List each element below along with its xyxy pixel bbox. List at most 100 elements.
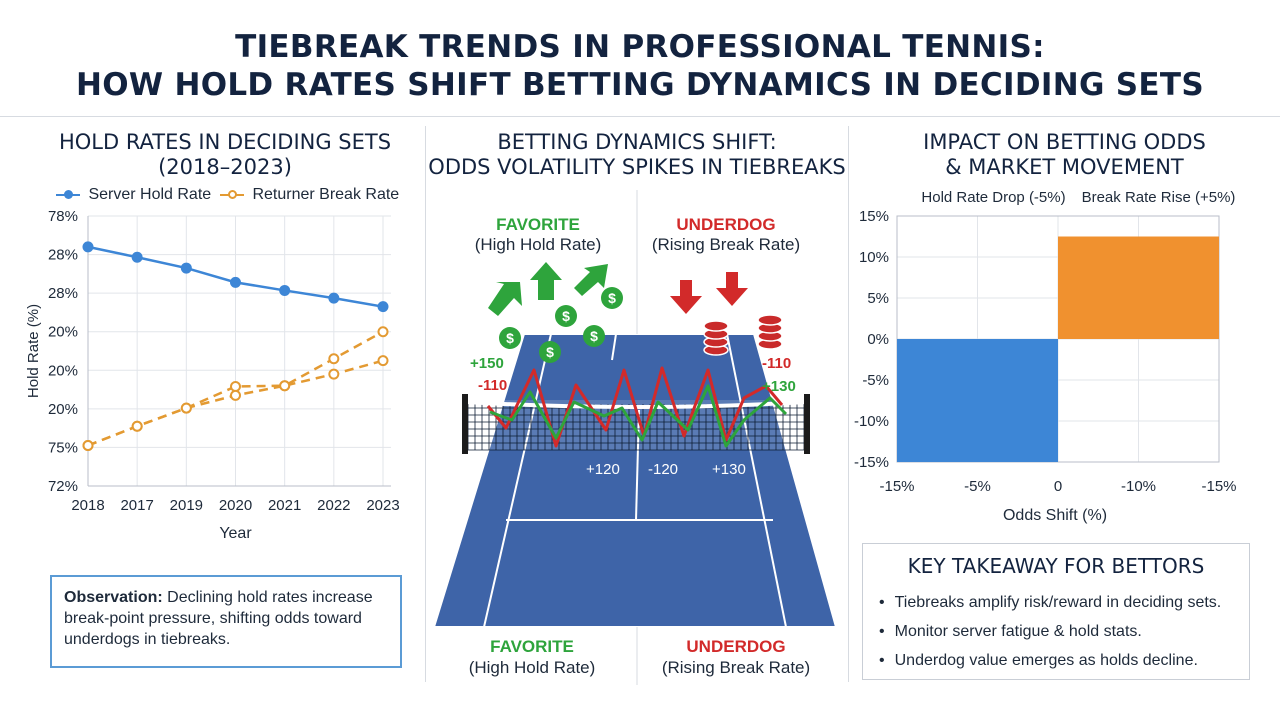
x-tick-label: -5% [964,478,991,495]
x-tick-label: 2022 [317,497,350,514]
top-favorite-sub: (High Hold Rate) [475,235,602,254]
main-title-line2: HOW HOLD RATES SHIFT BETTING DYNAMICS IN… [76,67,1204,103]
series-point [230,380,241,392]
series-point [279,380,291,392]
left-panel-title-line1: HOLD RATES IN DECIDING SETS [58,130,392,154]
y-axis-label: Hold Rate (%) [25,304,42,398]
odds-label: +120 [586,461,620,478]
x-tick-label: 2017 [120,497,153,514]
y-tick-label: 5% [867,290,889,307]
x-axis-label: Odds Shift (%) [1003,507,1107,524]
left-panel-title: HOLD RATES IN DECIDING SETS (2018–2023) [20,130,430,180]
takeaway-item: Underdog value emerges as holds decline. [879,646,1249,675]
svg-text:$: $ [562,308,570,324]
odds-label: +130 [712,461,746,478]
svg-text:$: $ [608,290,616,306]
legend-server-hold-label: Server Hold Rate [88,186,212,203]
y-tick-label: 20% [48,324,78,341]
bottom-favorite-sub: (High Hold Rate) [469,658,596,677]
dollar-icons: $ $ $ $ $ [499,287,623,363]
svg-text:$: $ [546,344,554,360]
y-tick-label: -15% [854,454,889,471]
legend-returner-break: Returner Break Rate [220,186,399,204]
series-point [180,262,192,274]
y-tick-label: 20% [48,401,78,418]
y-tick-label: 72% [48,478,78,495]
x-tick-label: 2018 [71,497,104,514]
y-tick-label: 20% [48,362,78,379]
odds-label: +130 [762,378,796,395]
y-tick-label: 10% [859,249,889,266]
bar-break-rate-rise [1058,236,1219,339]
y-tick-label: -5% [862,372,889,389]
top-favorite-label: FAVORITE [496,215,580,234]
middle-panel-title: BETTING DYNAMICS SHIFT: ODDS VOLATILITY … [426,130,848,180]
series-point [328,368,340,380]
main-title-line1: TIEBREAK TRENDS IN PROFESSIONAL TENNIS: [235,29,1045,65]
takeaway-item: Monitor server fatigue & hold stats. [879,617,1249,646]
series-point [377,301,389,313]
title-divider [0,116,1280,117]
series-point [377,326,389,338]
x-tick-label: 2023 [366,497,399,514]
odds-label: +150 [470,355,504,372]
up-arrow-icon [574,264,608,296]
x-axis-label: Year [219,525,252,542]
left-panel-title-line2: (2018–2023) [158,155,292,179]
series-point [377,355,389,367]
series-point [230,276,241,288]
x-tick-label: -15% [1201,478,1236,495]
series-point [279,284,291,296]
y-tick-label: 0% [867,331,889,348]
x-tick-label: 2019 [170,497,203,514]
legend-returner-break-swatch [220,189,244,199]
legend-returner-break-label: Returner Break Rate [252,186,400,203]
right-panel-title-line1: IMPACT ON BETTING ODDS [923,130,1206,154]
odds-labels: +150 -110 -110 +130 +120 -120 +130 [470,355,796,478]
observation-label: Observation: [64,589,163,606]
series-point [180,402,192,414]
y-tick-label: 15% [859,208,889,225]
right-panel-title: IMPACT ON BETTING ODDS & MARKET MOVEMENT [849,130,1280,180]
legend-server-hold: Server Hold Rate [56,186,211,204]
up-arrow-icon [530,262,562,300]
y-tick-label: 28% [48,285,78,302]
series-point [131,251,143,263]
court-lines [432,333,838,628]
legend-server-hold-swatch [56,189,80,199]
takeaway-item: Tiebreaks amplify risk/reward in decidin… [879,588,1249,617]
main-title: TIEBREAK TRENDS IN PROFESSIONAL TENNIS: … [0,28,1280,104]
bottom-underdog-sub: (Rising Break Rate) [662,658,810,677]
series-point [131,420,143,432]
top-underdog-sub: (Rising Break Rate) [652,235,800,254]
observation-text: Declining hold rates increase break-poin… [64,589,373,648]
down-arrow-icon [670,280,702,314]
bar-hold-rate-drop [897,339,1058,462]
odds-shift-bar-chart: 15% 10% 5% 0% -5% -10% -15% -15% -5% 0 -10% -15% Odd… [854,189,1237,524]
odds-label: -110 [762,355,791,372]
y-tick-label: 28% [48,247,78,264]
x-tick-label: 0 [1054,478,1062,495]
y-tick-label: 78% [48,208,78,225]
x-tick-label: -10% [1121,478,1156,495]
svg-text:$: $ [590,328,598,344]
middle-panel-title-line1: BETTING DYNAMICS SHIFT: [497,130,777,154]
down-arrow-icon [716,272,748,306]
x-tick-label: 2020 [219,497,252,514]
tennis-net [462,394,810,454]
y-tick-label: 75% [48,439,78,456]
series-point [230,389,241,401]
favorite-odds-line [489,384,788,448]
odds-label: -120 [648,461,678,478]
y-tick-label: -10% [854,413,889,430]
coin-stack-icons [703,314,783,356]
bar-label-hold-rate-drop: Hold Rate Drop (-5%) [921,189,1065,206]
line-chart-grid [87,215,391,487]
bottom-underdog-label: UNDERDOG [686,637,785,656]
middle-panel-title-line2: ODDS VOLATILITY SPIKES IN TIEBREAKS [428,155,846,179]
hold-rate-line-chart: 78% 28% 28% 20% 20% 20% 75% 72% 2018 2017 2019 2020… [25,208,400,542]
series-point [328,353,340,365]
tennis-court-illustration: $ $ $ $ $ +150 -110 -110 +130 +120 -120 … [432,190,838,685]
series-point [82,440,94,451]
odds-label: -110 [478,377,507,394]
